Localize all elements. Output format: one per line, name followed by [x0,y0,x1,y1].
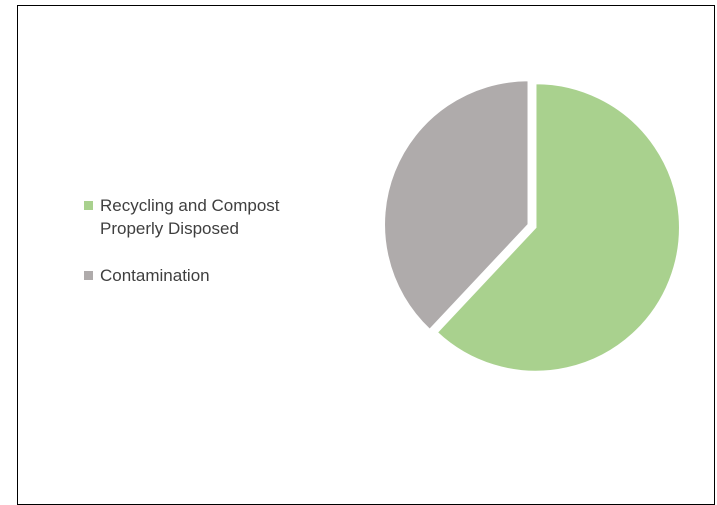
pie-slice-recycling [436,82,681,373]
legend-item-recycling: Recycling and Compost Properly Disposed [84,194,324,240]
chart-legend: Recycling and Compost Properly Disposed … [84,194,324,311]
legend-label-contamination: Contamination [100,266,210,285]
legend-item-contamination: Contamination [84,264,324,287]
pie-slice-contamination [383,79,530,331]
legend-label-recycling: Recycling and Compost Properly Disposed [100,196,280,238]
legend-swatch-recycling [84,201,93,210]
legend-swatch-contamination [84,271,93,280]
pie-chart [383,79,681,373]
